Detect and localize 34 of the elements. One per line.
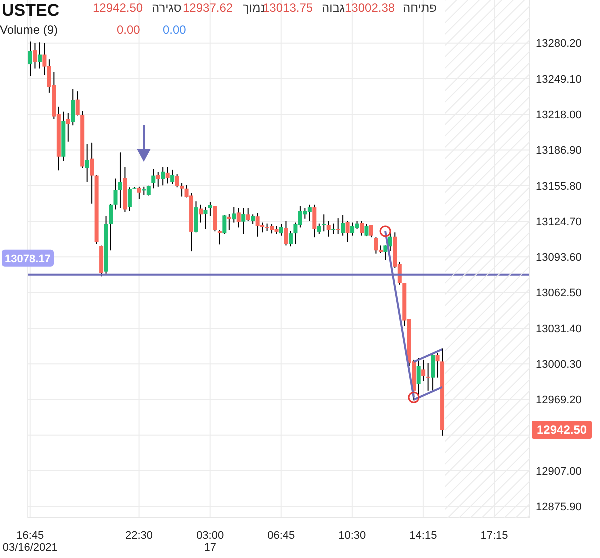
x-tick-label: 03:00 17 — [196, 530, 224, 554]
y-tick-label: 13031.40 — [536, 323, 582, 336]
y-tick-label: 13062.50 — [536, 288, 582, 300]
annotation: גבוה — [322, 1, 345, 15]
x-tick-label: 10:30 — [338, 530, 366, 542]
text: Volume (9) — [0, 23, 58, 37]
y-tick-label: 12875.90 — [536, 502, 582, 514]
x-tick-label: 06:45 — [268, 530, 296, 542]
annotation: 0.00 — [117, 23, 140, 37]
y-tick-label: 13155.80 — [536, 180, 582, 193]
chart-title: USTEC — [2, 1, 60, 21]
y-tick-label: 12969.20 — [536, 394, 582, 407]
annotation: פתיחה — [403, 1, 437, 15]
x-tick-label: 22:30 — [126, 530, 154, 542]
y-tick-label: 12907.00 — [536, 466, 582, 478]
y-tick-label: 13093.60 — [536, 252, 582, 264]
y-tick-label: 13249.10 — [536, 74, 582, 86]
x-tick-label: 16:45 03/16/2021 — [2, 530, 58, 554]
y-tick-label: 13218.00 — [536, 110, 582, 122]
text: 12942.50 — [532, 421, 592, 440]
annotation: 13013.75 — [263, 1, 314, 15]
y-tick-label: 13280.20 — [536, 38, 582, 50]
y-tick-label: 13000.30 — [536, 358, 582, 371]
annotation: 12942.50 — [93, 1, 144, 15]
ref-line-label: 13078.17 — [5, 253, 51, 266]
x-tick-label: 14:15 — [410, 530, 438, 542]
y-tick-label: 13186.90 — [536, 145, 582, 158]
annotation: 12937.62 — [183, 1, 234, 15]
annotation: 13002.38 — [345, 1, 396, 15]
y-tick-label: 13124.70 — [536, 216, 582, 228]
annotation: סגירה — [152, 1, 182, 15]
annotation: נמוך — [243, 1, 266, 15]
annotation: 0.00 — [163, 23, 186, 37]
x-tick-label: 17:15 — [480, 530, 508, 542]
